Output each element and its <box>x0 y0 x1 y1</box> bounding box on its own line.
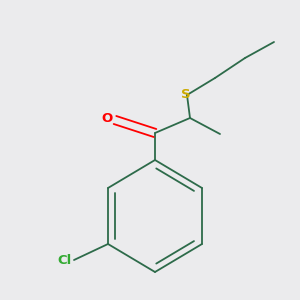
Text: S: S <box>181 88 190 101</box>
Text: Cl: Cl <box>58 254 72 266</box>
Text: O: O <box>102 112 113 125</box>
